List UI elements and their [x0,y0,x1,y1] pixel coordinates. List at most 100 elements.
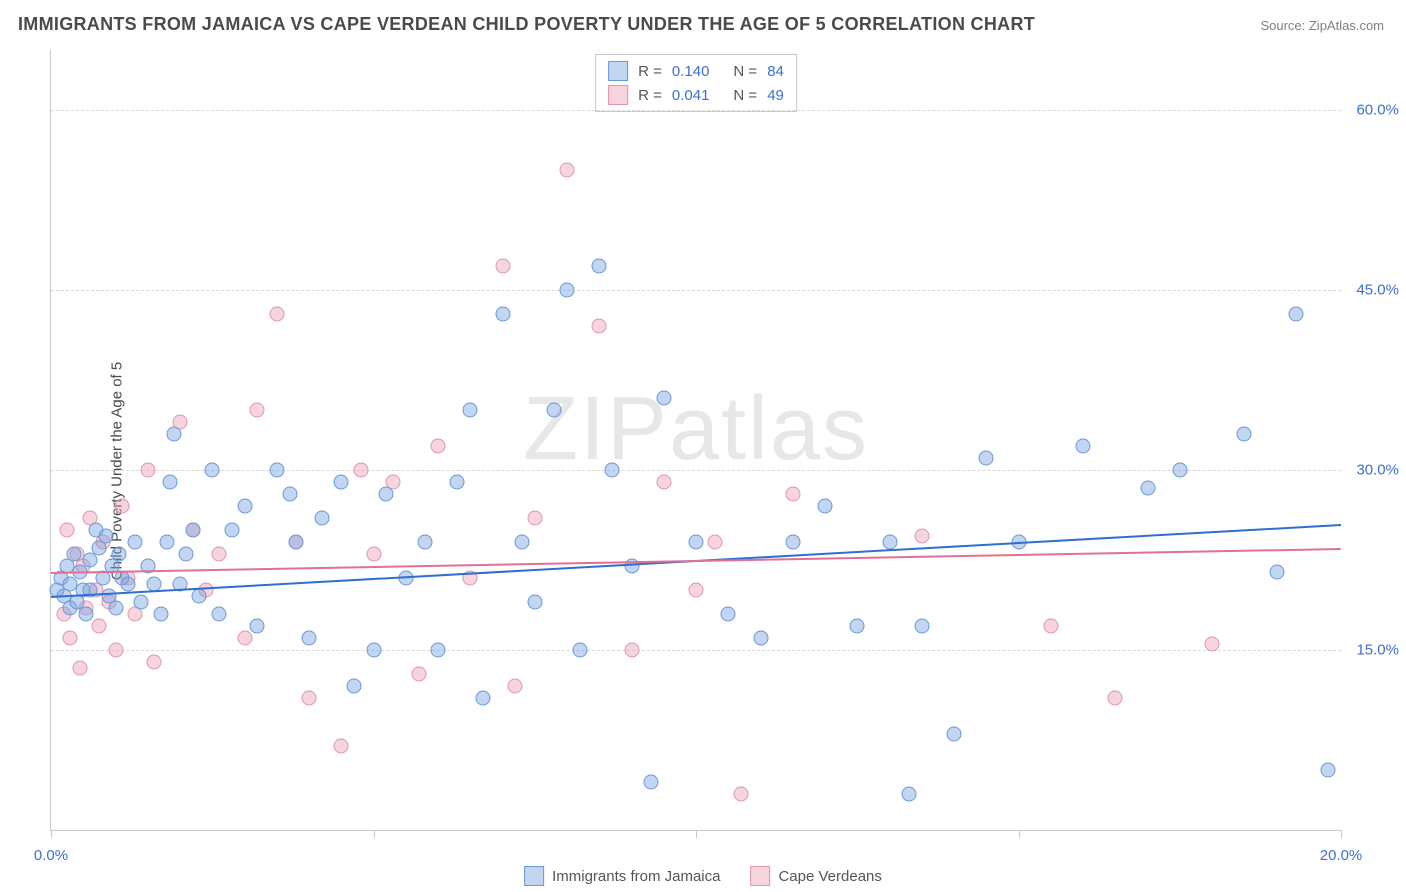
scatter-point [314,511,329,526]
x-tick [1341,830,1342,838]
scatter-point [66,547,81,562]
scatter-point [153,607,168,622]
scatter-point [463,403,478,418]
scatter-point [656,475,671,490]
scatter-point [979,451,994,466]
scatter-point [302,691,317,706]
scatter-point [560,283,575,298]
scatter-point [914,619,929,634]
scatter-point [411,667,426,682]
scatter-point [114,499,129,514]
scatter-point [785,487,800,502]
scatter-point [431,439,446,454]
scatter-point [721,607,736,622]
scatter-point [63,631,78,646]
scatter-point [1108,691,1123,706]
scatter-point [1269,565,1284,580]
chart-container: Child Poverty Under the Age of 5 ZIPatla… [0,50,1406,892]
scatter-point [785,535,800,550]
scatter-point [147,655,162,670]
scatter-point [1237,427,1252,442]
scatter-point [527,511,542,526]
scatter-point [366,547,381,562]
gridline-h [51,290,1341,291]
scatter-point [73,661,88,676]
scatter-point [1043,619,1058,634]
scatter-point [547,403,562,418]
scatter-point [302,631,317,646]
scatter-point [166,427,181,442]
scatter-point [98,529,113,544]
scatter-point [450,475,465,490]
scatter-point [60,523,75,538]
x-tick [1019,830,1020,838]
scatter-point [250,619,265,634]
stat-n-value: 49 [767,87,784,104]
scatter-point [1076,439,1091,454]
scatter-point [192,589,207,604]
scatter-point [947,727,962,742]
scatter-point [140,463,155,478]
x-tick [696,830,697,838]
scatter-point [127,535,142,550]
scatter-point [1172,463,1187,478]
stat-n-value: 84 [767,63,784,80]
watermark: ZIPatlas [523,378,869,481]
scatter-point [476,691,491,706]
scatter-point [205,463,220,478]
scatter-point [237,631,252,646]
stat-n-label: N = [733,63,757,80]
scatter-point [592,259,607,274]
scatter-point [605,463,620,478]
scatter-point [108,643,123,658]
scatter-point [134,595,149,610]
legend-label: Immigrants from Jamaica [552,868,720,885]
legend-swatch [608,61,628,81]
y-tick-label: 15.0% [1356,642,1399,659]
scatter-point [211,547,226,562]
scatter-point [431,643,446,658]
x-tick [51,830,52,838]
gridline-h [51,470,1341,471]
scatter-point [92,619,107,634]
stats-legend-box: R = 0.140N = 84R = 0.041N = 49 [595,54,797,112]
scatter-point [592,319,607,334]
legend-item: Cape Verdeans [750,866,881,886]
gridline-h [51,650,1341,651]
gridline-h [51,110,1341,111]
scatter-point [508,679,523,694]
legend-label: Cape Verdeans [778,868,881,885]
scatter-point [289,535,304,550]
scatter-point [418,535,433,550]
scatter-point [708,535,723,550]
scatter-point [237,499,252,514]
source-attribution: Source: ZipAtlas.com [1260,18,1384,33]
scatter-point [1140,481,1155,496]
scatter-point [656,391,671,406]
scatter-point [179,547,194,562]
scatter-point [160,535,175,550]
scatter-point [1321,763,1336,778]
scatter-point [366,643,381,658]
legend-swatch [750,866,770,886]
y-tick-label: 45.0% [1356,282,1399,299]
scatter-point [914,529,929,544]
x-tick [374,830,375,838]
scatter-point [347,679,362,694]
stats-row: R = 0.140N = 84 [608,59,784,83]
scatter-point [1288,307,1303,322]
scatter-point [121,577,136,592]
chart-title: IMMIGRANTS FROM JAMAICA VS CAPE VERDEAN … [18,14,1035,35]
scatter-point [224,523,239,538]
scatter-point [1205,637,1220,652]
scatter-point [250,403,265,418]
scatter-point [79,607,94,622]
scatter-point [495,259,510,274]
stat-n-label: N = [733,87,757,104]
scatter-point [211,607,226,622]
scatter-point [163,475,178,490]
stat-r-value: 0.140 [672,63,710,80]
scatter-point [82,553,97,568]
stats-row: R = 0.041N = 49 [608,83,784,107]
scatter-point [560,163,575,178]
